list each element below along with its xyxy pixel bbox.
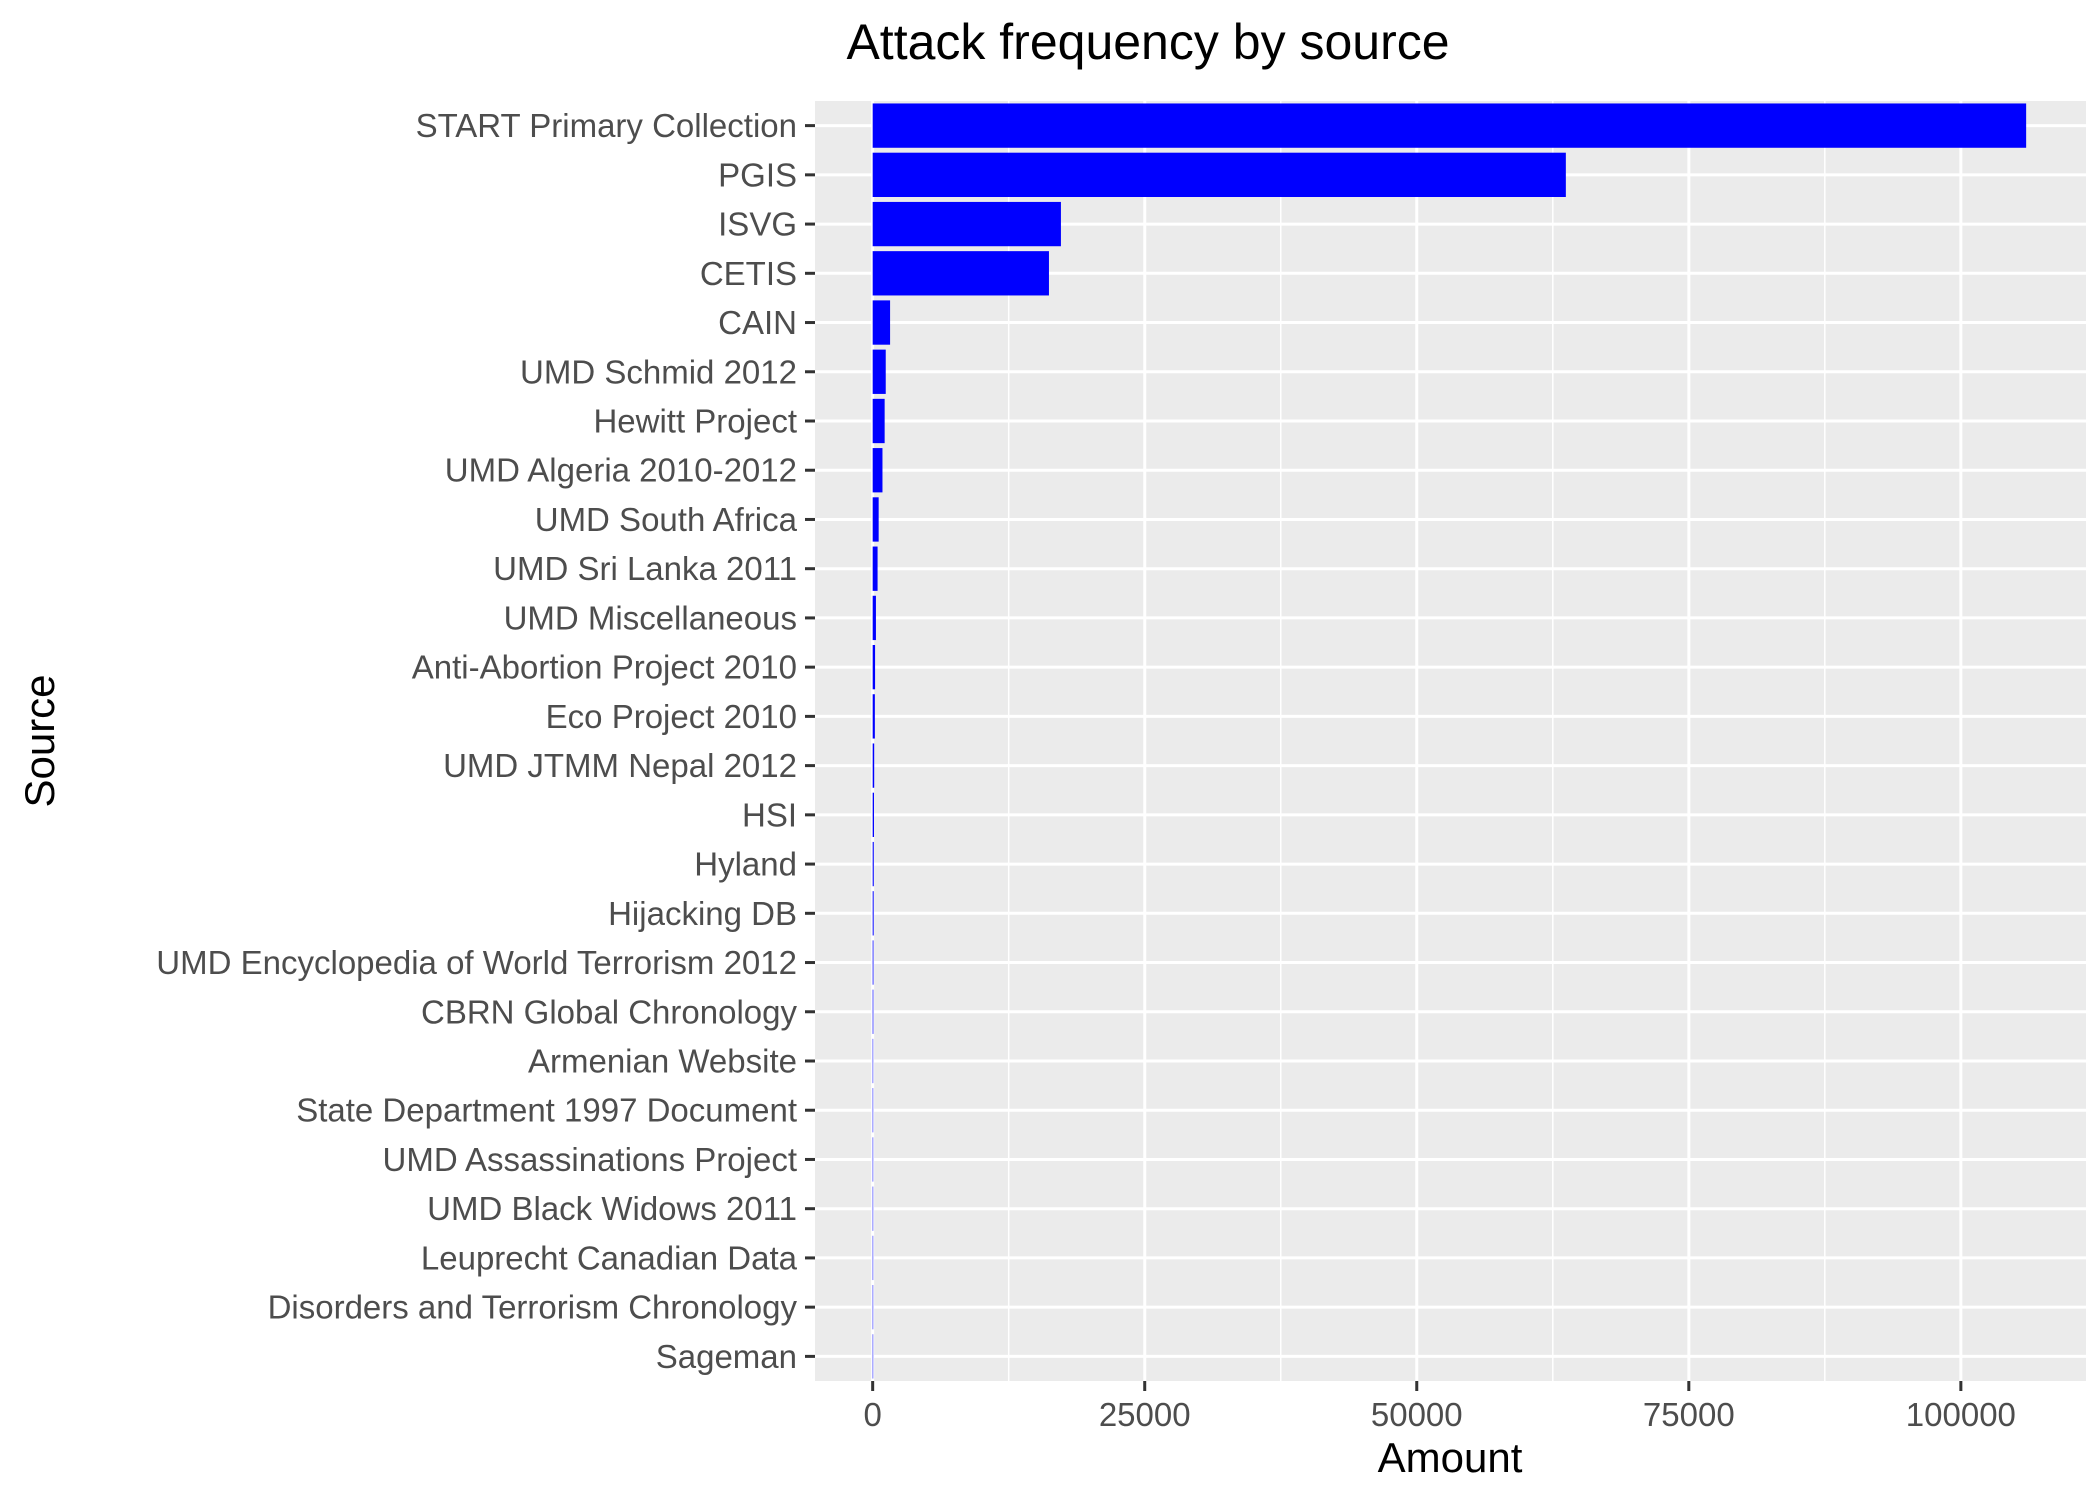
- bar: [872, 398, 885, 444]
- y-axis-title: Source: [16, 674, 63, 807]
- bar: [872, 891, 874, 936]
- bars: [872, 103, 2027, 1379]
- y-tick-label: CAIN: [718, 304, 797, 341]
- x-axis-title: Amount: [1378, 1434, 1523, 1481]
- y-tick-label: Hewitt Project: [593, 403, 797, 440]
- bar: [872, 841, 874, 887]
- bar: [872, 743, 875, 788]
- bar: [872, 1038, 874, 1084]
- bar: [872, 989, 874, 1034]
- x-tick-label: 75000: [1643, 1396, 1735, 1433]
- y-tick-label: CETIS: [700, 255, 797, 292]
- bar: [872, 1235, 874, 1281]
- y-tick-label: Hijacking DB: [608, 895, 797, 932]
- x-axis: 0 25000 50000 75000 100000: [863, 1381, 2016, 1433]
- y-tick-label: PGIS: [718, 156, 797, 193]
- bar: [872, 1285, 874, 1330]
- y-tick-label: Leuprecht Canadian Data: [421, 1239, 798, 1276]
- y-tick-label: CBRN Global Chronology: [421, 993, 798, 1030]
- y-axis: START Primary Collection PGIS ISVG CETIS CAI…: [156, 107, 815, 1375]
- minor-gridlines: [1007, 101, 1826, 1381]
- bar: [872, 1186, 874, 1231]
- bar: [872, 1088, 874, 1133]
- bar: [872, 595, 876, 641]
- y-tick-label: UMD South Africa: [535, 501, 798, 538]
- y-tick-label: HSI: [742, 796, 797, 833]
- chart-title: Attack frequency by source: [846, 14, 1449, 70]
- y-tick-label: Disorders and Terrorism Chronology: [268, 1289, 798, 1326]
- bar: [872, 152, 1566, 197]
- bar: [872, 546, 878, 591]
- y-tick-label: UMD Schmid 2012: [520, 353, 797, 390]
- x-tick-label: 0: [863, 1396, 881, 1433]
- y-tick-label: State Department 1997 Document: [296, 1092, 797, 1129]
- x-tick-label: 25000: [1099, 1396, 1191, 1433]
- bar: [872, 1334, 874, 1379]
- bar: [872, 349, 886, 394]
- bar: [872, 1137, 874, 1182]
- bar: [872, 792, 874, 837]
- bar: [872, 201, 1061, 247]
- y-tick-label: UMD Miscellaneous: [504, 599, 797, 636]
- x-tick-label: 100000: [1906, 1396, 2016, 1433]
- y-tick-label: Eco Project 2010: [546, 698, 797, 735]
- bar: [872, 448, 883, 493]
- y-tick-label: Hyland: [694, 846, 797, 883]
- y-tick-label: UMD Encyclopedia of World Terrorism 2012: [156, 944, 797, 981]
- bar: [872, 497, 879, 542]
- bar: [872, 251, 1049, 296]
- y-tick-label: ISVG: [718, 206, 797, 243]
- y-tick-label: UMD Assassinations Project: [383, 1141, 797, 1178]
- y-tick-label: UMD Sri Lanka 2011: [493, 550, 797, 587]
- y-tick-label: Armenian Website: [528, 1043, 797, 1080]
- bar: [872, 300, 891, 345]
- y-tick-label: Anti-Abortion Project 2010: [412, 649, 797, 686]
- y-tick-label: UMD Algeria 2010-2012: [445, 452, 797, 489]
- y-tick-label: UMD Black Widows 2011: [427, 1190, 797, 1227]
- x-tick-label: 50000: [1371, 1396, 1463, 1433]
- y-tick-label: Sageman: [656, 1338, 797, 1375]
- bar: [872, 940, 874, 985]
- bar: [872, 694, 875, 739]
- plot-panel: [815, 101, 2086, 1381]
- y-tick-label: START Primary Collection: [416, 107, 797, 144]
- y-tick-label: UMD JTMM Nepal 2012: [443, 747, 797, 784]
- bar: [872, 103, 2027, 148]
- bar: [872, 645, 876, 690]
